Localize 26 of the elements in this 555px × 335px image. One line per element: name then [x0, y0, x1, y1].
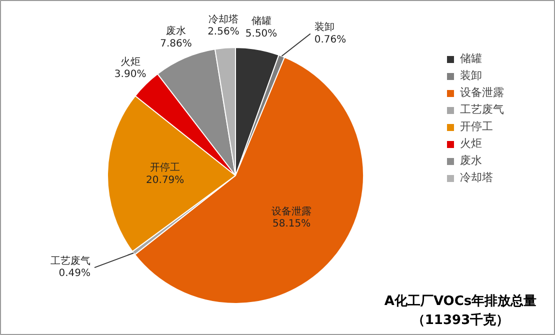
data-label: 5.50%	[245, 28, 278, 40]
legend-label: 火炬	[460, 136, 482, 151]
legend-label: 废水	[460, 153, 482, 168]
slice-label: 储罐	[251, 15, 272, 28]
data-label: 3.90%	[114, 69, 146, 80]
data-label: 2.56%	[208, 26, 240, 38]
text: A化工厂VOCs年排放总量	[384, 293, 537, 309]
slice-label: 装卸	[314, 21, 334, 34]
legend-label: 储罐	[460, 51, 482, 66]
slice-label: 冷却塔	[208, 13, 238, 26]
data-label: 0.76%	[314, 34, 346, 46]
slice-label: 设备泄露	[272, 206, 312, 218]
slice-label: 火炬	[120, 56, 140, 68]
legend-label: 装卸	[460, 68, 482, 83]
text: （11393千克）	[412, 312, 510, 328]
data-label: 7.86%	[160, 38, 192, 50]
slice-label: 开停工	[150, 162, 180, 174]
data-label: 0.49%	[58, 268, 91, 280]
legend-label: 工艺废气	[460, 102, 504, 117]
data-label: 58.15%	[272, 218, 311, 230]
legend-label: 开停工	[460, 119, 493, 134]
legend-label: 冷却塔	[460, 170, 493, 185]
slice-label: 废水	[166, 25, 186, 38]
legend-label: 设备泄露	[460, 85, 504, 100]
slice-label: 工艺废气	[50, 254, 91, 267]
data-label: 20.79%	[146, 174, 184, 186]
